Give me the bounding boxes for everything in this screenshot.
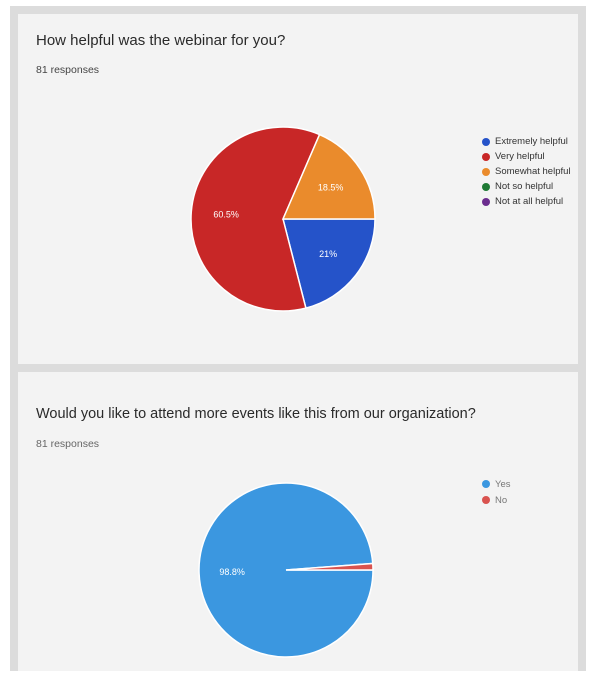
- pie-slice-very-helpful: [190, 126, 321, 312]
- legend-swatch: [482, 480, 490, 488]
- legend-label: Not at all helpful: [495, 196, 564, 207]
- question-card-2: Would you like to attend more events lik…: [18, 372, 578, 671]
- legend-item-no: No: [482, 492, 511, 508]
- pie-label-very-helpful: 60.5%: [213, 210, 239, 220]
- legend-helpfulness: Extremely helpful Very helpful Somewhat he…: [482, 134, 571, 209]
- legend-swatch: [482, 197, 490, 206]
- legend-item-not-at-all-helpful: Not at all helpful: [482, 194, 571, 209]
- legend-item-very-helpful: Very helpful: [482, 149, 571, 164]
- legend-attend-more: Yes No: [482, 476, 511, 508]
- pie-slice-somewhat-helpful: [281, 133, 376, 220]
- legend-label: Extremely helpful: [495, 136, 568, 147]
- legend-swatch: [482, 137, 490, 146]
- legend-item-somewhat-helpful: Somewhat helpful: [482, 164, 571, 179]
- legend-label: Not so helpful: [495, 181, 554, 192]
- legend-label: No: [495, 494, 508, 506]
- legend-swatch: [482, 182, 490, 191]
- legend-item-not-so-helpful: Not so helpful: [482, 179, 571, 194]
- question-title: Would you like to attend more events lik…: [36, 406, 476, 422]
- legend-label: Very helpful: [495, 151, 545, 162]
- legend-swatch: [482, 167, 490, 176]
- legend-item-extremely-helpful: Extremely helpful: [482, 134, 571, 149]
- pie-label-extremely-helpful: 21%: [319, 249, 337, 259]
- question-title: How helpful was the webinar for you?: [36, 32, 286, 49]
- screen-photo: How helpful was the webinar for you? 81 …: [10, 6, 586, 671]
- legend-swatch: [482, 152, 490, 161]
- pie-label-somewhat-helpful: 18.5%: [318, 183, 344, 193]
- legend-swatch: [482, 496, 490, 504]
- legend-label: Somewhat helpful: [495, 166, 571, 177]
- pie-slice-extremely-helpful: [282, 218, 376, 310]
- legend-item-yes: Yes: [482, 476, 511, 492]
- pie-chart-attend-more: 98.8%: [198, 482, 374, 658]
- response-count: 81 responses: [36, 438, 100, 450]
- pie-chart-helpfulness: 21% 60.5% 18.5%: [190, 126, 376, 312]
- pie-label-yes: 98.8%: [219, 567, 245, 577]
- legend-label: Yes: [495, 478, 511, 490]
- response-count: 81 responses: [36, 64, 100, 76]
- question-card-1: How helpful was the webinar for you? 81 …: [18, 14, 578, 364]
- pie-slice-no: [285, 562, 374, 571]
